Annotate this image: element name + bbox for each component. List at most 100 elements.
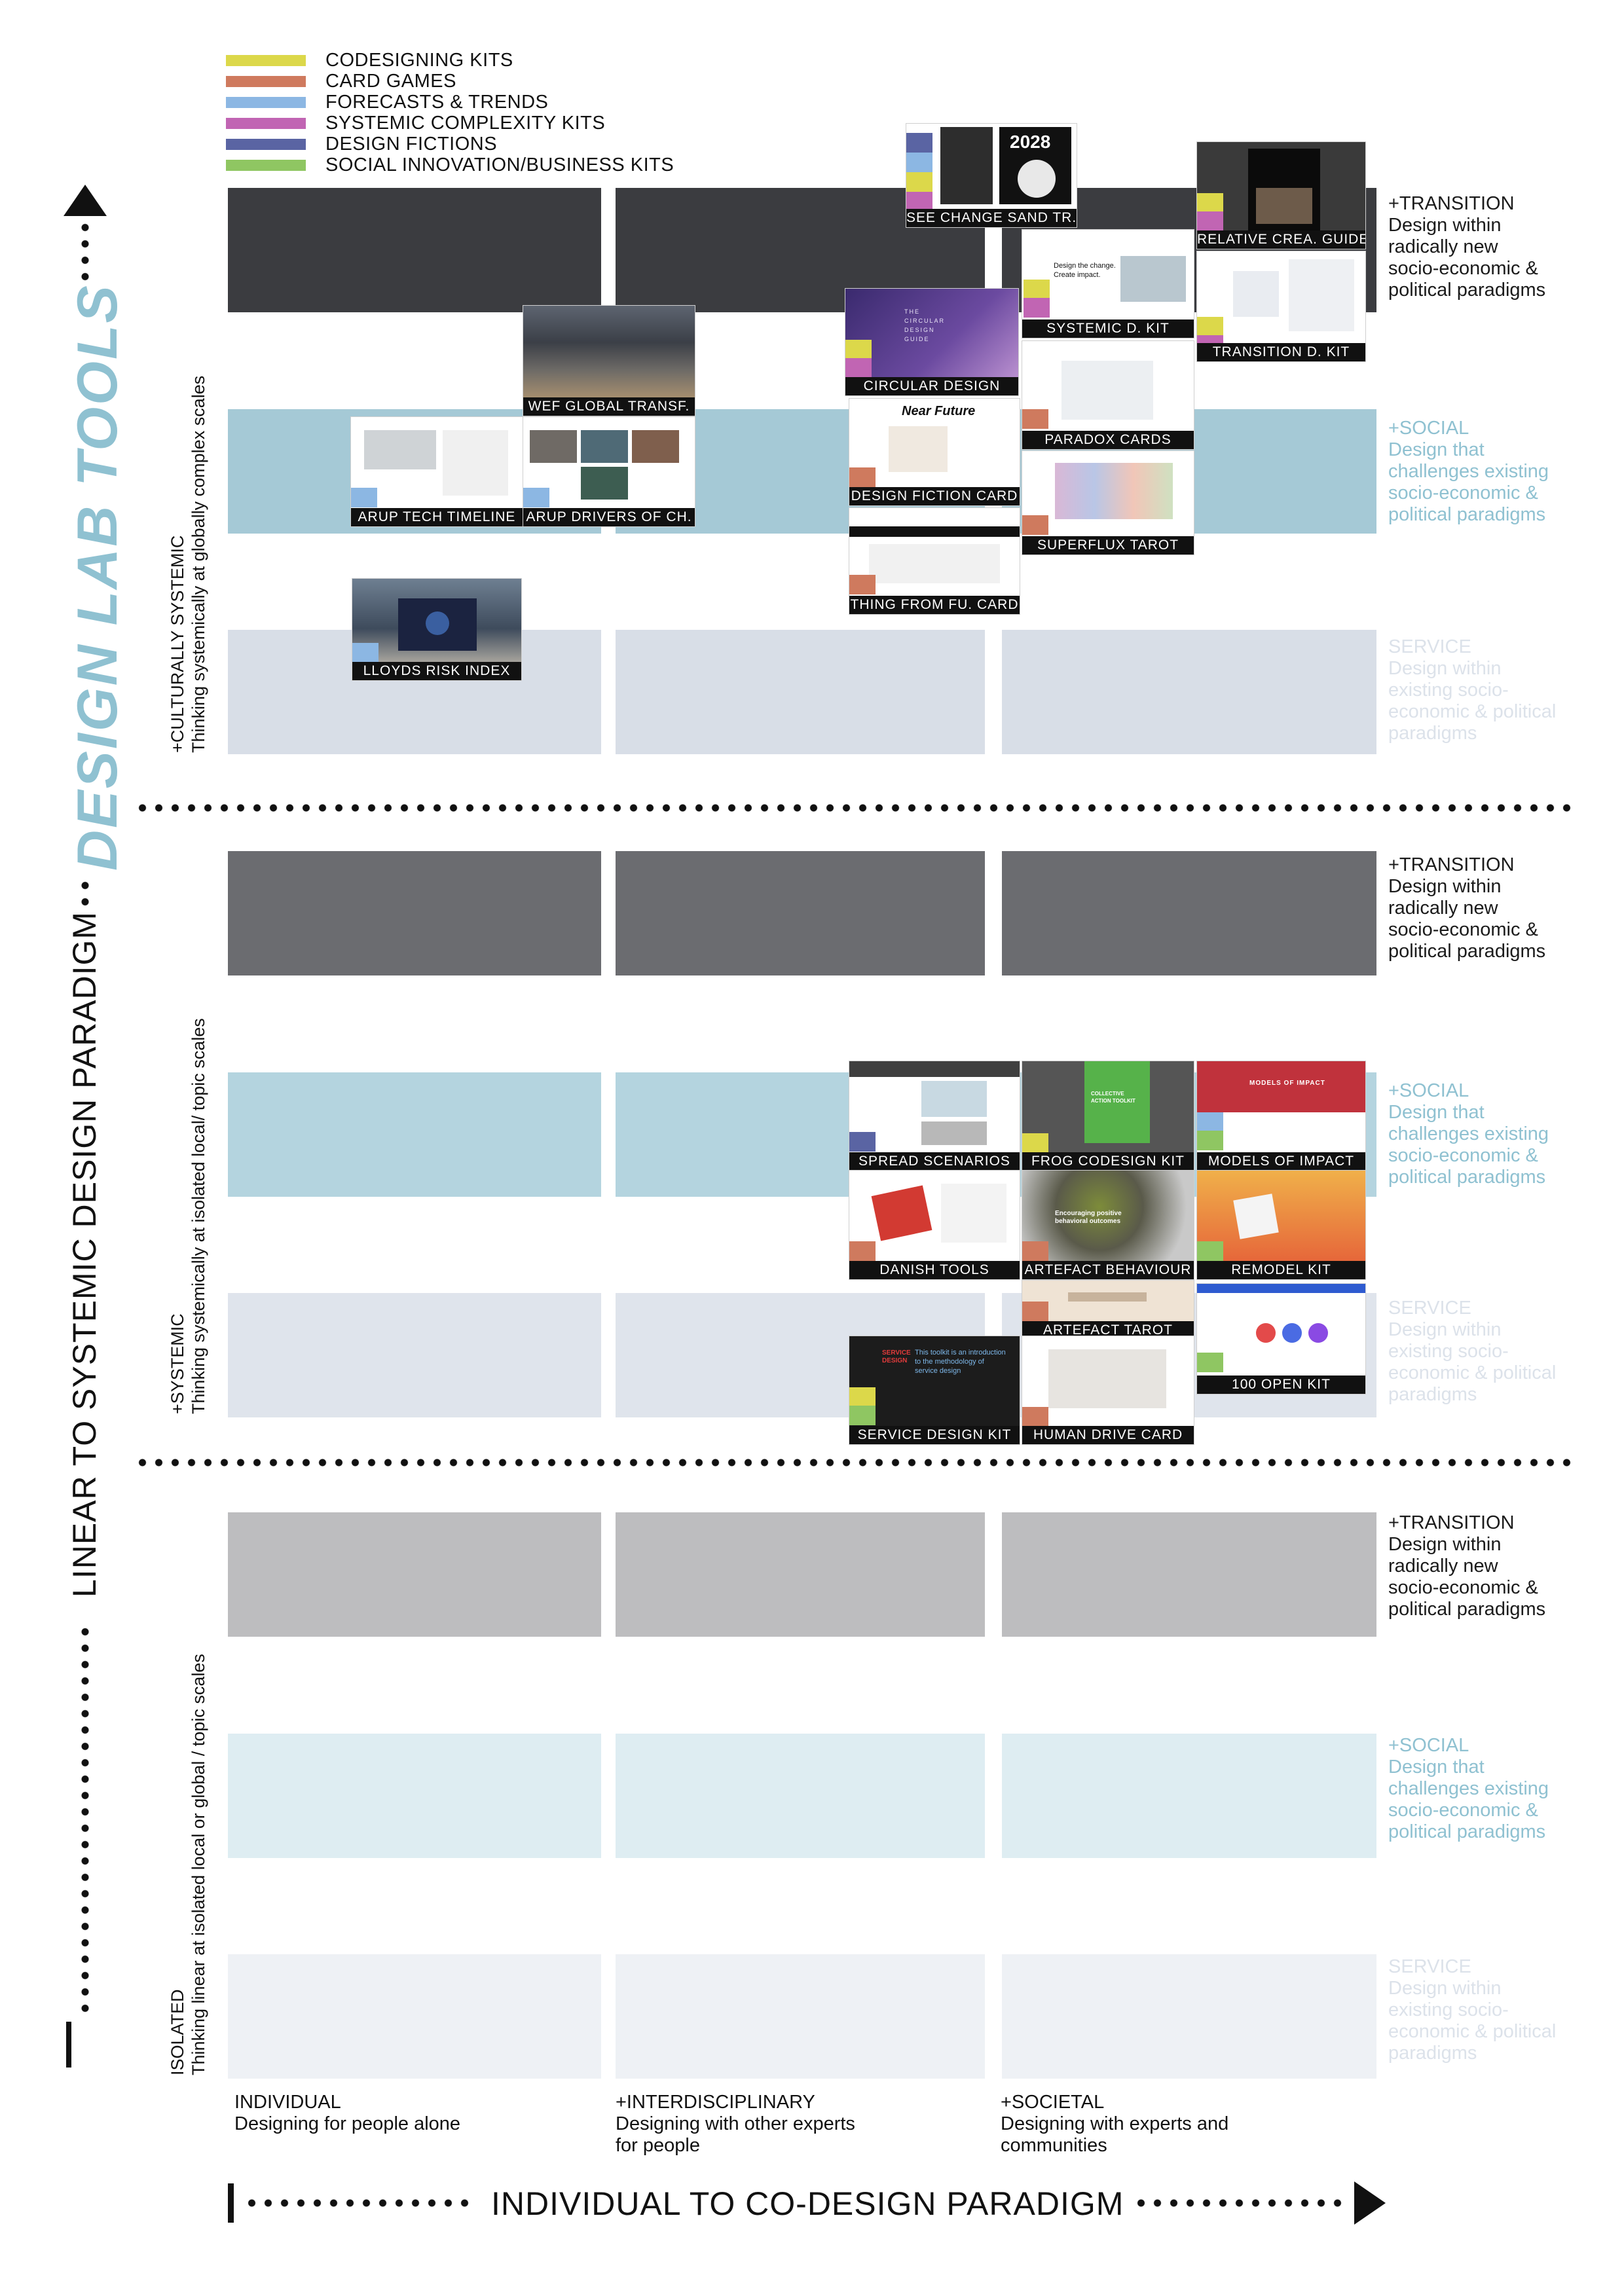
tool-card-caption: FROG CODESIGN KIT — [1022, 1152, 1194, 1171]
thumb-panel — [632, 430, 679, 463]
tool-card-models-of-impact[interactable]: MODELS OF IMPACT MODELS OF IMPACT — [1196, 1061, 1366, 1171]
tool-card-superflux[interactable]: SUPERFLUX TAROT — [1022, 450, 1194, 555]
row-label-line: Design that — [1388, 439, 1485, 460]
cell-social-interdisciplinary — [616, 1734, 985, 1858]
arrow-right-icon — [1354, 2181, 1386, 2225]
vertical-axis-label: LINEAR TO SYSTEMIC DESIGN PARADIGM — [66, 911, 103, 1597]
tool-card-image — [351, 417, 523, 508]
thumb-year: 2028 — [1010, 132, 1051, 152]
tool-card-artefact-behaviour[interactable]: Encouraging positive behavioral outcomes… — [1022, 1170, 1194, 1280]
tag-social-innovation — [849, 1406, 876, 1425]
tool-card-image: Design the change. Create impact. — [1022, 230, 1194, 319]
tool-card-arup-drivers[interactable]: ARUP DRIVERS OF CH. — [523, 416, 695, 527]
column-title: +INTERDISCIPLINARY — [616, 2092, 815, 2113]
thumb-heading: Near Future — [902, 404, 976, 418]
column-header-individual: INDIVIDUAL Designing for people alone — [234, 2092, 460, 2135]
tool-card-100-open-kit[interactable]: 100 OPEN KIT — [1196, 1283, 1366, 1394]
tool-card-thing-from-future[interactable]: THING FROM FU. CARD — [849, 507, 1020, 615]
thumb-panel — [921, 1081, 987, 1117]
vertical-axis-dots-lower — [81, 1624, 89, 2020]
tag-systemic-complexity — [845, 358, 872, 378]
tag-systemic-complexity — [906, 192, 932, 211]
tool-card-lloyds[interactable]: LLOYDS RISK INDEX — [352, 578, 522, 681]
row-label-line: political paradigms — [1388, 280, 1546, 301]
tag-card-games — [849, 1241, 876, 1261]
tool-card-image — [849, 508, 1020, 596]
thumb-panel — [869, 544, 1000, 583]
row-label-title: SERVICE — [1388, 636, 1471, 657]
tool-card-remodel-kit[interactable]: REMODEL KIT — [1196, 1170, 1366, 1280]
thumb-panel — [940, 127, 993, 204]
legend-item-codesigning: CODESIGNING KITS — [226, 50, 513, 71]
tool-card-circular-design[interactable]: THE CIRCULAR DESIGN GUIDE CIRCULAR DESIG… — [845, 288, 1019, 396]
row-label-line: economic & political — [1388, 701, 1557, 722]
thumb-panel — [364, 430, 436, 469]
thumb-panel — [1256, 188, 1312, 224]
tool-card-danish-tools[interactable]: DANISH TOOLS — [849, 1170, 1020, 1280]
tool-card-caption: 100 OPEN KIT — [1197, 1376, 1365, 1394]
row-label-line: radically new — [1388, 898, 1498, 919]
legend-item-card-games: CARD GAMES — [226, 71, 456, 92]
tool-card-image — [352, 579, 521, 662]
cell-transition-societal — [1002, 851, 1376, 975]
row-label-line: Design within — [1388, 215, 1502, 236]
tag-systemic-complexity — [1197, 211, 1223, 231]
row-label-social: +SOCIAL Design that challenges existing … — [1388, 1735, 1617, 1843]
tool-card-image: 2028 — [906, 124, 1077, 209]
tool-card-human-drive[interactable]: HUMAN DRIVE CARD — [1022, 1336, 1194, 1445]
tool-card-wef[interactable]: WEF GLOBAL TRANSF. — [523, 305, 695, 416]
tag-card-games — [1022, 515, 1048, 535]
row-label-title: +SOCIAL — [1388, 1735, 1469, 1756]
tool-card-image: COLLECTIVE ACTION TOOLKIT — [1022, 1061, 1194, 1152]
group-title: +CULTURALLY SYSTEMIC — [168, 535, 187, 753]
row-label-service: SERVICE Design within existing socio- ec… — [1388, 636, 1617, 744]
row-label-line: political paradigms — [1388, 1167, 1546, 1188]
tool-card-spread-scenarios[interactable]: SPREAD SCENARIOS — [849, 1061, 1020, 1171]
tool-card-see-change[interactable]: 2028 SEE CHANGE SAND TR. — [906, 123, 1077, 228]
row-label-social: +SOCIAL Design that challenges existing … — [1388, 418, 1617, 526]
tool-card-caption: THING FROM FU. CARD — [849, 596, 1020, 614]
cell-service-societal — [1002, 1954, 1376, 2079]
tag-codesigning — [906, 172, 932, 192]
row-label-line: existing socio- — [1388, 680, 1509, 701]
thumb-panel — [889, 426, 948, 472]
row-label-line: political paradigms — [1388, 941, 1546, 962]
legend-label: CODESIGNING KITS — [325, 49, 513, 71]
row-label-line: socio-economic & — [1388, 258, 1538, 279]
tool-card-frog-codesign[interactable]: COLLECTIVE ACTION TOOLKIT FROG CODESIGN … — [1022, 1061, 1194, 1171]
row-label-line: Design within — [1388, 1978, 1502, 1999]
column-header-societal: +SOCIETAL Designing with experts and com… — [1001, 2092, 1228, 2157]
thumb-panel — [1048, 1349, 1166, 1408]
tool-card-relative-crea[interactable]: RELATIVE CREA. GUIDE — [1196, 141, 1366, 249]
vertical-axis-bar — [66, 2022, 71, 2068]
column-header-interdisciplinary: +INTERDISCIPLINARY Designing with other … — [616, 2092, 855, 2157]
cell-service-individual — [228, 1293, 601, 1417]
thumb-panel — [1233, 1194, 1279, 1239]
thumb-heading: This toolkit is an introduction to the m… — [915, 1349, 1006, 1375]
tool-card-paradox[interactable]: PARADOX CARDS — [1022, 340, 1194, 450]
tool-card-service-design-kit[interactable]: SERVICE DESIGN This toolkit is an introd… — [849, 1336, 1020, 1445]
tool-card-caption: SEE CHANGE SAND TR. — [906, 209, 1077, 227]
cell-transition-interdisciplinary — [616, 1512, 985, 1637]
tool-card-systemic-d-kit[interactable]: Design the change. Create impact. SYSTEM… — [1022, 229, 1194, 338]
thumb-panel — [1233, 271, 1279, 317]
tool-card-arup-tech[interactable]: ARUP TECH TIMELINE — [350, 416, 523, 527]
thumb-panel — [871, 1185, 932, 1241]
tag-card-games — [849, 467, 876, 487]
tool-card-artefact-tarot[interactable]: ARTEFACT TAROT — [1022, 1280, 1194, 1340]
tool-card-caption: DANISH TOOLS — [849, 1261, 1020, 1279]
legend-item-design-fictions: DESIGN FICTIONS — [226, 134, 497, 155]
tool-card-transition-d-kit[interactable]: TRANSITION D. KIT — [1196, 251, 1366, 362]
row-label-line: socio-economic & — [1388, 919, 1538, 940]
tag-codesigning — [1022, 1133, 1048, 1153]
row-label-line: Design within — [1388, 1534, 1502, 1555]
tool-card-design-fiction[interactable]: Near Future DESIGN FICTION CARD — [849, 398, 1020, 506]
column-subtitle: Designing with experts and — [1001, 2113, 1229, 2134]
thumb-heading: THE CIRCULAR DESIGN GUIDE — [904, 308, 946, 342]
thumb-panel — [1061, 361, 1153, 420]
column-subtitle: Designing for people alone — [234, 2113, 461, 2134]
tag-social-innovation — [1197, 1241, 1223, 1261]
group-label-isolated: ISOLATED Thinking linear at isolated loc… — [167, 1654, 209, 2075]
row-label-transition: +TRANSITION Design within radically new … — [1388, 193, 1617, 301]
tool-card-caption: ARUP DRIVERS OF CH. — [523, 508, 695, 526]
